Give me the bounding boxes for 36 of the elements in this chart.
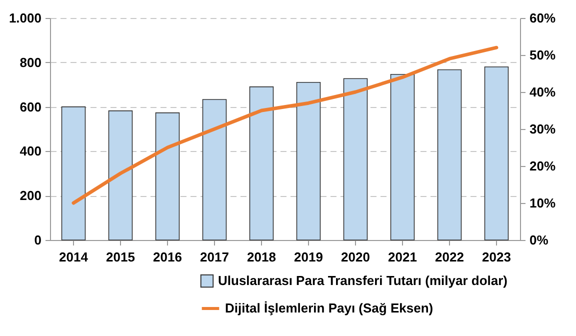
bar <box>155 112 180 240</box>
x-tick-label: 2014 <box>59 250 89 264</box>
line-series <box>72 46 498 205</box>
y-tick-label: 600 <box>20 99 42 114</box>
bar <box>202 99 227 240</box>
bar <box>484 66 509 240</box>
bar <box>108 110 133 240</box>
y-tick-label: 0 <box>34 232 42 248</box>
x-tick-label: 2015 <box>106 250 135 264</box>
x-tick-label: 2020 <box>341 250 370 264</box>
y2-tick-label: 10% <box>530 196 556 210</box>
y2-tick-label: 40% <box>530 84 556 100</box>
y2-tick-label: 0% <box>530 232 549 248</box>
x-tick-label: 2019 <box>294 250 323 264</box>
bar <box>61 106 86 240</box>
x-tick-label: 2018 <box>247 250 276 264</box>
y-tick-label: 800 <box>20 54 42 70</box>
bar <box>437 69 462 240</box>
y2-tick-label: 20% <box>530 158 556 174</box>
bar <box>296 82 321 240</box>
y2-tick-label: 30% <box>530 122 556 136</box>
y-tick-label: 1.000 <box>8 10 42 26</box>
x-tick-label: 2017 <box>200 250 229 264</box>
legend-label: Dijital İşlemlerin Payı (Sağ Eksen) <box>225 300 434 316</box>
x-tick-label: 2022 <box>435 250 464 264</box>
y-tick-label: 200 <box>20 188 42 204</box>
x-tick-label: 2021 <box>388 250 417 264</box>
bar <box>343 78 368 240</box>
y2-tick-label: 60% <box>530 10 556 26</box>
x-tick-label: 2023 <box>482 250 511 264</box>
y2-tick-label: 50% <box>530 48 556 62</box>
bar <box>390 74 415 240</box>
legend-label: Uluslararası Para Transferi Tutarı (milyar dolar) <box>218 273 508 288</box>
y-tick-label: 400 <box>20 144 42 159</box>
bar <box>249 86 274 240</box>
x-tick-label: 2016 <box>153 250 182 264</box>
